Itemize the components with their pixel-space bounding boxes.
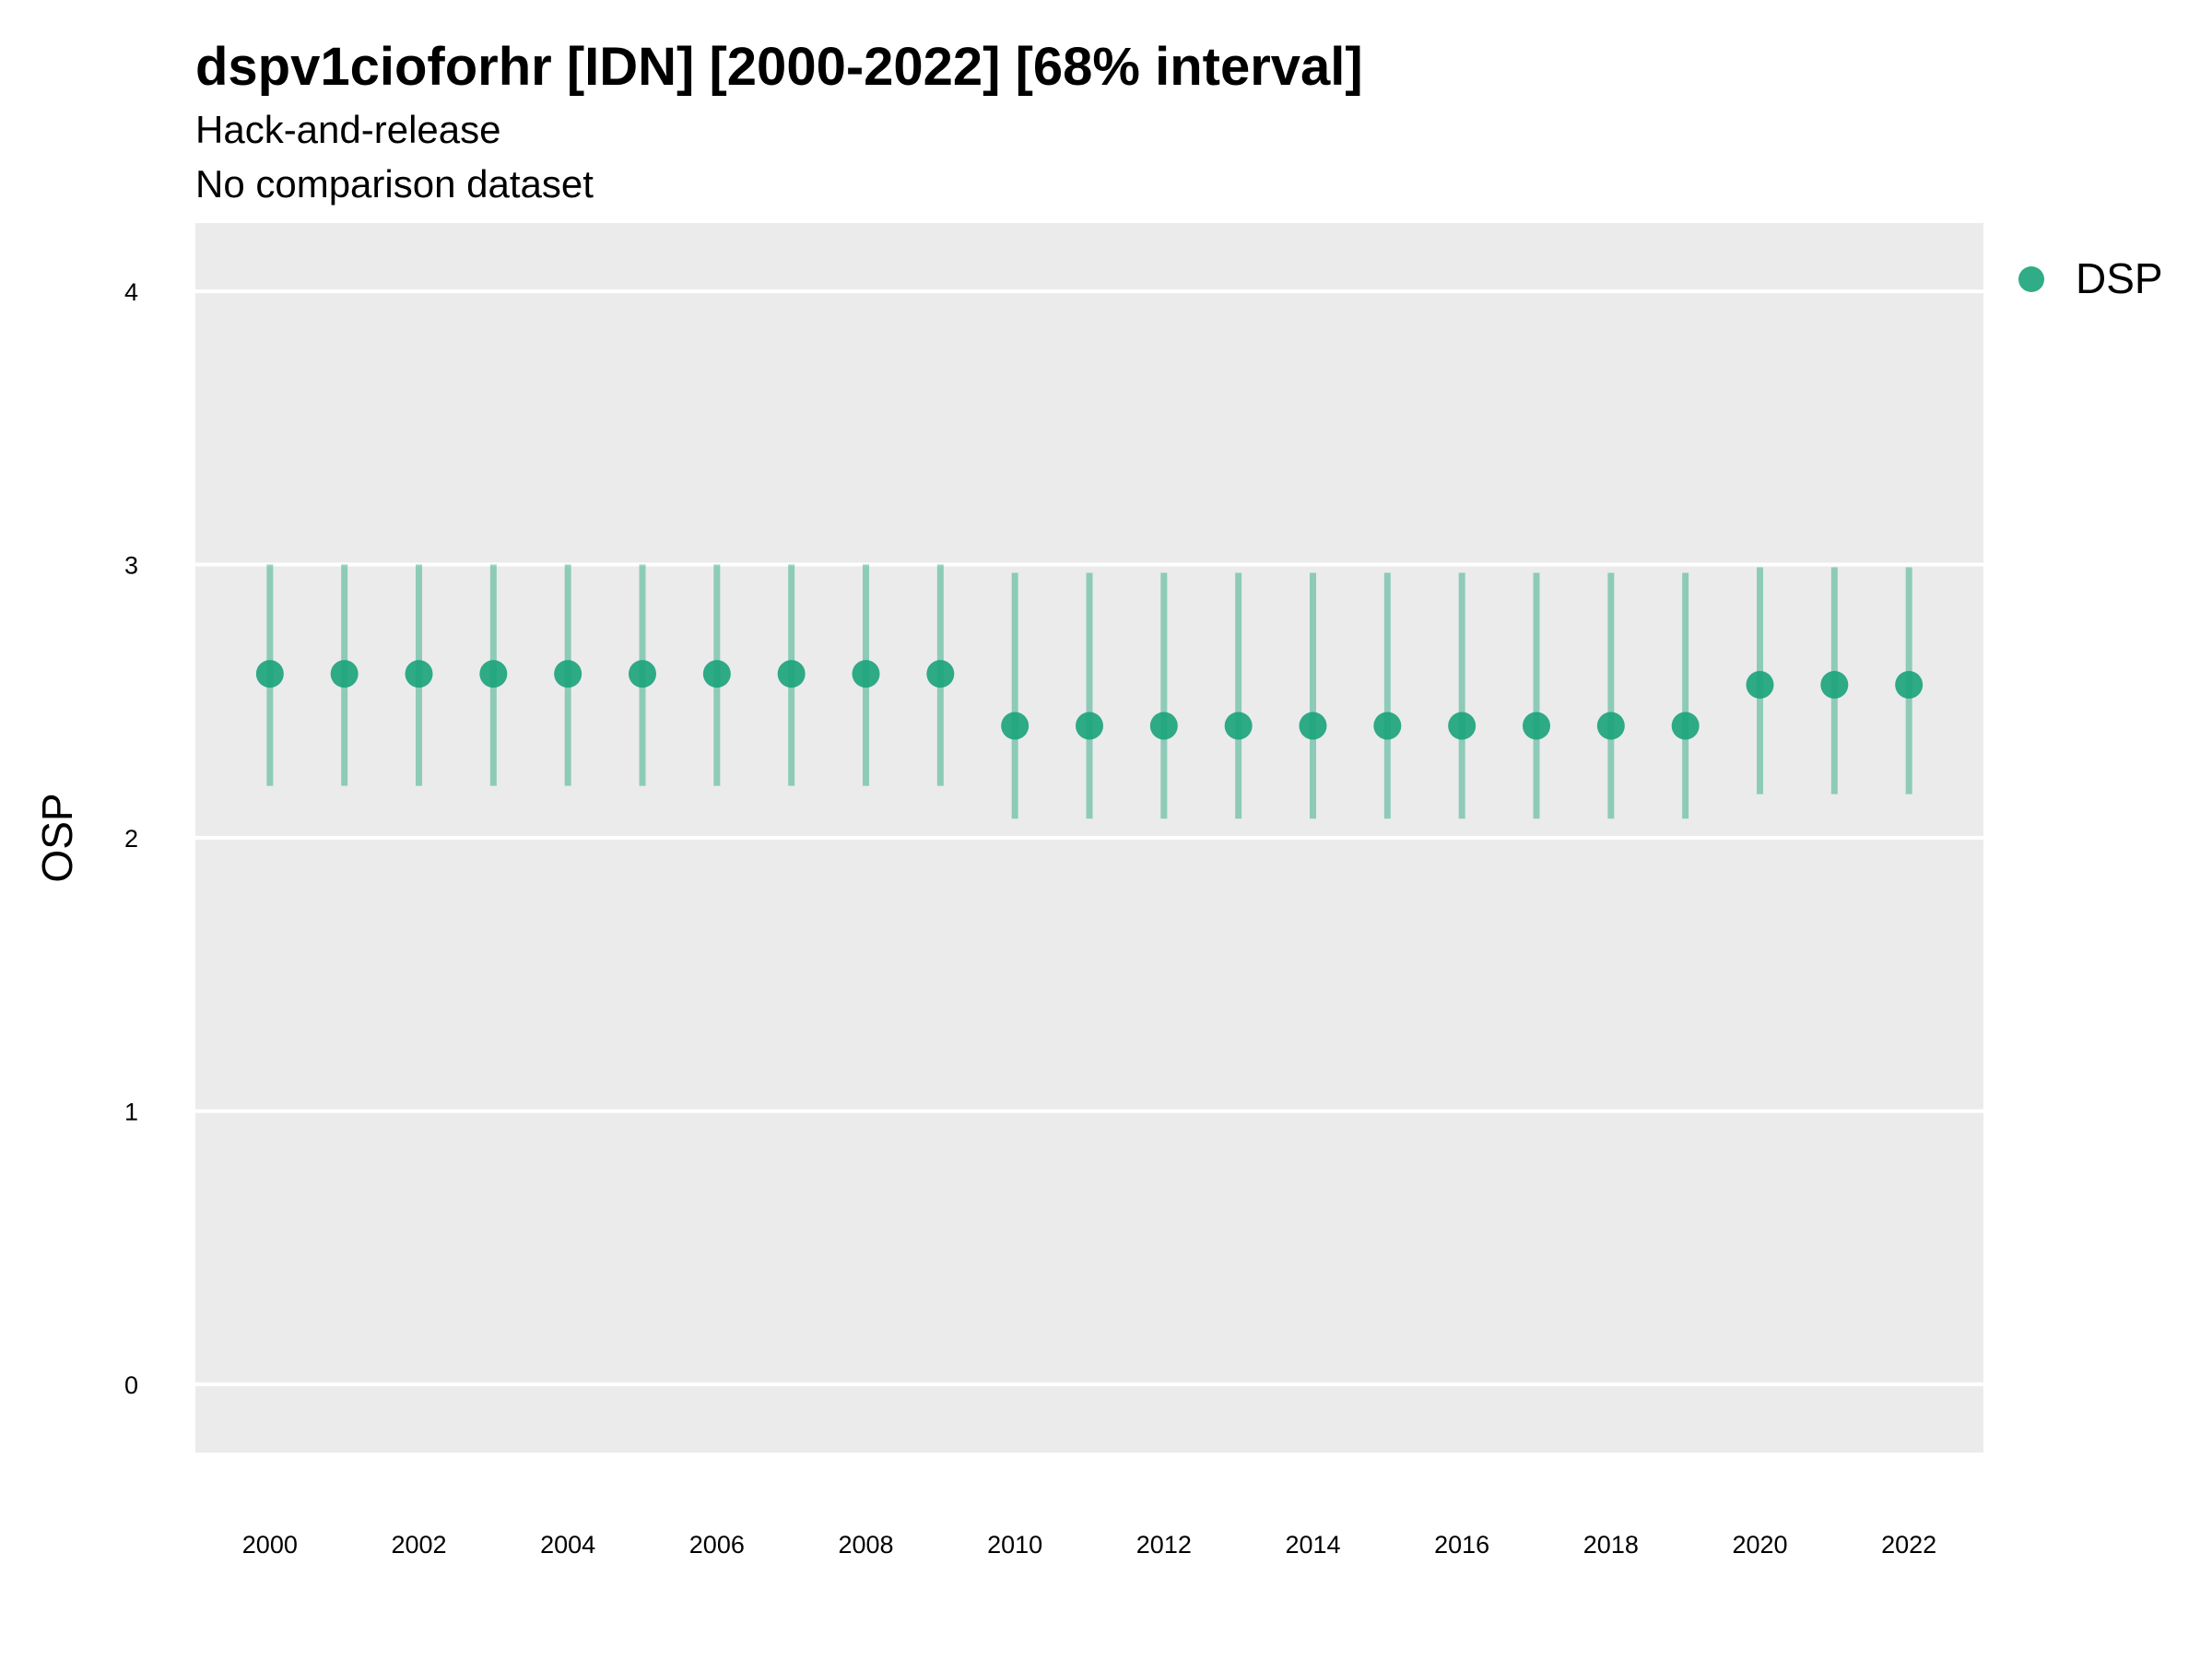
data-point	[1820, 670, 1849, 699]
y-tick-label: 0	[124, 1371, 138, 1399]
x-tick-label: 2016	[1434, 1531, 1489, 1559]
data-point	[479, 660, 508, 688]
chart-title: dspv1cioforhr [IDN] [2000-2022] [68% int…	[195, 37, 1363, 97]
x-tick-label: 2022	[1881, 1531, 1936, 1559]
data-points	[255, 660, 1924, 740]
data-point	[629, 660, 656, 688]
data-point	[1224, 712, 1253, 740]
chart-subtitle: Hack-and-release	[195, 108, 501, 151]
data-point	[1001, 712, 1030, 740]
legend: DSP	[2018, 254, 2163, 302]
x-tick-label: 2010	[987, 1531, 1042, 1559]
data-point	[1448, 712, 1477, 740]
data-point	[1299, 712, 1327, 740]
x-tick-label: 2008	[838, 1531, 893, 1559]
y-axis-label: OSP	[33, 793, 81, 882]
data-point	[1076, 712, 1103, 740]
data-point	[330, 660, 359, 688]
legend-swatch-dsp	[2018, 266, 2044, 292]
data-point	[554, 660, 582, 688]
x-tick-label: 2014	[1285, 1531, 1340, 1559]
data-point	[405, 660, 433, 688]
data-point	[255, 660, 284, 688]
y-tick-label: 1	[124, 1098, 138, 1125]
x-tick-label: 2012	[1136, 1531, 1192, 1559]
data-point	[777, 660, 806, 688]
y-tick-label: 2	[124, 825, 138, 853]
x-tick-label: 2018	[1583, 1531, 1639, 1559]
x-tick-labels: 2000 2002 2004 2006 2008 2010 2012 2014 2016 2018…	[242, 1531, 1936, 1559]
legend-label-dsp: DSP	[2076, 254, 2163, 302]
x-tick-label: 2000	[242, 1531, 298, 1559]
grid-lines	[195, 289, 1983, 1386]
data-point	[702, 660, 731, 688]
y-tick-labels: 0 1 2 3 4	[124, 278, 138, 1399]
data-point	[1895, 670, 1924, 699]
data-point	[1596, 712, 1625, 740]
data-point	[1373, 712, 1402, 740]
y-tick-label: 4	[124, 278, 138, 306]
x-tick-label: 2004	[540, 1531, 595, 1559]
data-point	[1746, 670, 1774, 699]
data-point	[1149, 712, 1178, 740]
x-tick-label: 2006	[689, 1531, 745, 1559]
y-tick-label: 3	[124, 552, 138, 580]
x-tick-label: 2020	[1732, 1531, 1787, 1559]
data-point	[926, 660, 955, 688]
chart-subtitle-2: No comparison dataset	[195, 162, 594, 206]
x-tick-label: 2002	[391, 1531, 446, 1559]
data-point	[852, 660, 880, 688]
data-point	[1671, 712, 1700, 740]
data-point	[1523, 712, 1550, 740]
